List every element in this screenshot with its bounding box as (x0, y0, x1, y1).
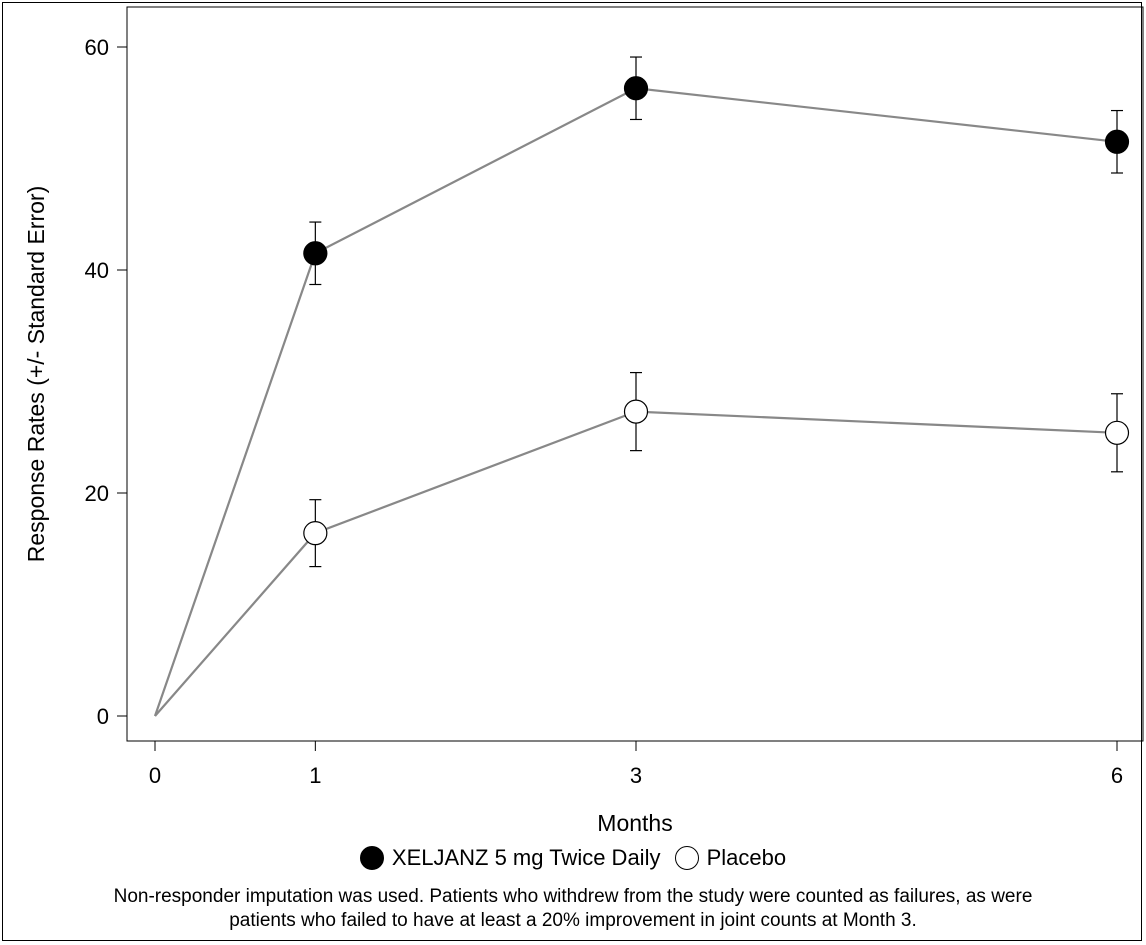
legend-item-placebo: Placebo (674, 845, 787, 871)
line-chart: 0 20 40 60 0 1 3 6 Response Rates (+/- Standard… (23, 6, 1144, 836)
data-point-xeljanz (303, 241, 328, 266)
x-tick-label: 1 (309, 763, 321, 788)
y-axis-title: Response Rates (+/- Standard Error) (23, 186, 49, 562)
footnote: Non-responder imputation was used. Patie… (0, 885, 1146, 933)
legend-label-placebo: Placebo (706, 845, 787, 870)
series-line-1 (154, 410, 1118, 717)
data-point-xeljanz (1104, 129, 1130, 154)
footnote-line-1: Non-responder imputation was used. Patie… (113, 886, 1033, 907)
y-tick-label: 20 (85, 481, 109, 506)
markers (303, 56, 1130, 568)
data-point-placebo (1104, 420, 1130, 445)
data-point-placebo (623, 399, 649, 424)
open-circle-icon (674, 846, 699, 870)
legend-label-xeljanz: XELJANZ 5 mg Twice Daily (391, 845, 661, 870)
y-tick-label: 0 (97, 704, 109, 729)
footnote-line-2: patients who failed to have at least a 2… (229, 910, 917, 931)
legend-item-xeljanz: XELJANZ 5 mg Twice Daily (359, 845, 661, 871)
y-tick-label: 40 (85, 258, 109, 283)
y-tick-label: 60 (85, 35, 109, 60)
x-tick-label: 6 (1111, 763, 1123, 788)
axes: 0 20 40 60 0 1 3 6 (85, 35, 1124, 788)
series-lines (153, 87, 1118, 717)
x-tick-label: 3 (630, 763, 642, 788)
legend: XELJANZ 5 mg Twice Daily Placebo (0, 845, 1146, 876)
x-tick-label: 0 (149, 763, 161, 788)
data-point-xeljanz (623, 76, 649, 101)
series-line-0 (153, 87, 1118, 717)
x-axis-title: Months (597, 810, 672, 836)
filled-circle-icon (359, 846, 384, 870)
plot-area (126, 6, 1144, 742)
data-point-placebo (303, 521, 328, 546)
